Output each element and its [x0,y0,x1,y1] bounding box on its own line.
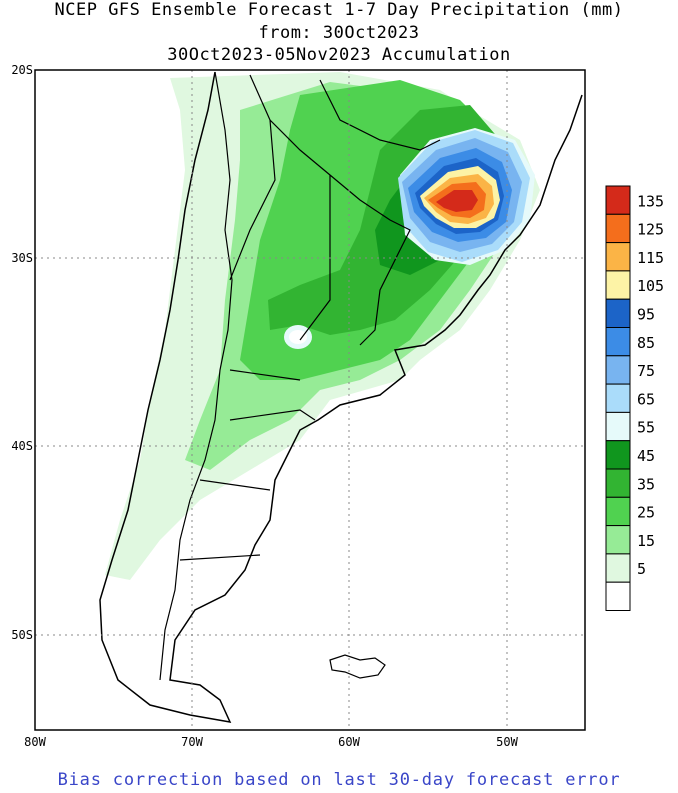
lon-label-80w: 80W [24,735,46,749]
colorbar-swatch [605,185,631,215]
colorbar-label: 75 [637,362,655,380]
colorbar-swatch [605,270,631,300]
lat-label-20s: 20S [11,63,33,77]
map-subtitle-date: from: 30Oct2023 [258,23,420,43]
colorbar-label: 95 [637,306,655,324]
colorbar-label: 115 [637,249,664,267]
colorbar-label: 25 [637,504,655,522]
colorbar-label: 15 [637,532,655,550]
colorbar-swatch [605,355,631,385]
colorbar-swatch [605,525,631,555]
lat-label-40s: 40S [11,439,33,453]
colorbar-swatch [605,496,631,527]
colorbar-swatch [605,298,631,329]
colorbar-swatch [605,213,631,244]
colorbar-swatch [605,440,631,470]
country-borders [159,71,441,681]
coastline [99,71,583,723]
colorbar-label: 65 [637,390,655,408]
colorbar-label: 55 [637,419,655,437]
colorbar-label: 35 [637,475,655,493]
colorbar-swatch [605,327,631,357]
lon-label-50w: 50W [496,735,518,749]
colorbar-label: 45 [637,447,655,465]
colorbar-legend: 135 125 115 105 95 85 75 65 55 45 35 25 15 5 [605,185,664,612]
colorbar-swatch [605,383,631,413]
lon-label-70w: 70W [181,735,203,749]
colorbar-swatch [605,242,631,272]
lon-label-60w: 60W [338,735,360,749]
lat-label-50s: 50S [11,628,33,642]
colorbar-label: 85 [637,334,655,352]
colorbar-label: 135 [637,192,664,210]
colorbar-label: 125 [637,221,664,239]
colorbar-swatch [605,411,631,442]
precip-135-plus [436,190,478,212]
colorbar-swatch [605,553,631,583]
precipitation-field [99,71,583,723]
map-subtitle-period: 30Oct2023-05Nov2023 Accumulation [167,45,511,65]
map-frame [34,69,586,731]
bias-correction-note: Bias correction based on last 30-day for… [57,770,621,790]
colorbar-swatch [605,581,631,612]
colorbar-label: 5 [637,560,646,578]
map-title: NCEP GFS Ensemble Forecast 1-7 Day Preci… [54,0,624,20]
graticule [35,70,585,730]
colorbar-label: 105 [637,277,664,295]
colorbar-swatch [605,468,631,498]
falkland-islands [329,654,386,679]
lat-label-30s: 30S [11,251,33,265]
